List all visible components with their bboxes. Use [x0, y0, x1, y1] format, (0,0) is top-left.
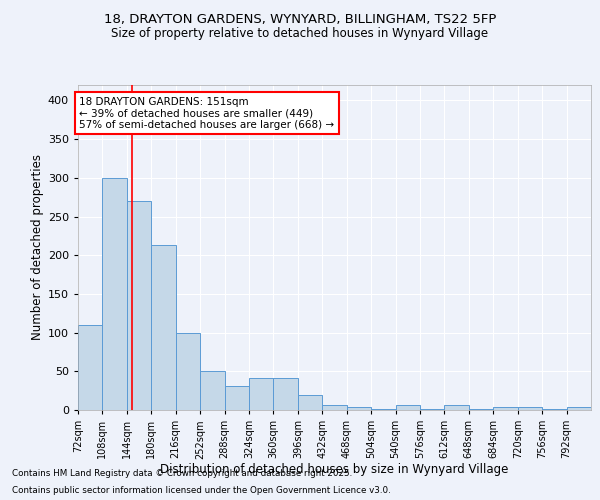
Bar	[78, 325, 103, 410]
Bar	[542, 409, 566, 410]
Bar	[151, 245, 176, 410]
Bar	[347, 407, 371, 410]
Bar	[298, 396, 322, 410]
Bar	[322, 406, 347, 410]
Bar	[469, 409, 493, 410]
Text: 18, DRAYTON GARDENS, WYNYARD, BILLINGHAM, TS22 5FP: 18, DRAYTON GARDENS, WYNYARD, BILLINGHAM…	[104, 12, 496, 26]
X-axis label: Distribution of detached houses by size in Wynyard Village: Distribution of detached houses by size …	[160, 462, 509, 475]
Bar	[566, 407, 591, 410]
Bar	[200, 370, 224, 410]
Text: Contains public sector information licensed under the Open Government Licence v3: Contains public sector information licen…	[12, 486, 391, 495]
Bar	[445, 406, 469, 410]
Bar	[274, 378, 298, 410]
Bar	[224, 386, 249, 410]
Y-axis label: Number of detached properties: Number of detached properties	[31, 154, 44, 340]
Text: Size of property relative to detached houses in Wynyard Village: Size of property relative to detached ho…	[112, 28, 488, 40]
Bar	[127, 201, 151, 410]
Bar	[518, 407, 542, 410]
Bar	[249, 378, 274, 410]
Bar	[420, 409, 445, 410]
Bar	[371, 409, 395, 410]
Text: 18 DRAYTON GARDENS: 151sqm
← 39% of detached houses are smaller (449)
57% of sem: 18 DRAYTON GARDENS: 151sqm ← 39% of deta…	[79, 96, 334, 130]
Text: Contains HM Land Registry data © Crown copyright and database right 2025.: Contains HM Land Registry data © Crown c…	[12, 468, 352, 477]
Bar	[103, 178, 127, 410]
Bar	[176, 332, 200, 410]
Bar	[395, 404, 420, 410]
Bar	[493, 407, 518, 410]
